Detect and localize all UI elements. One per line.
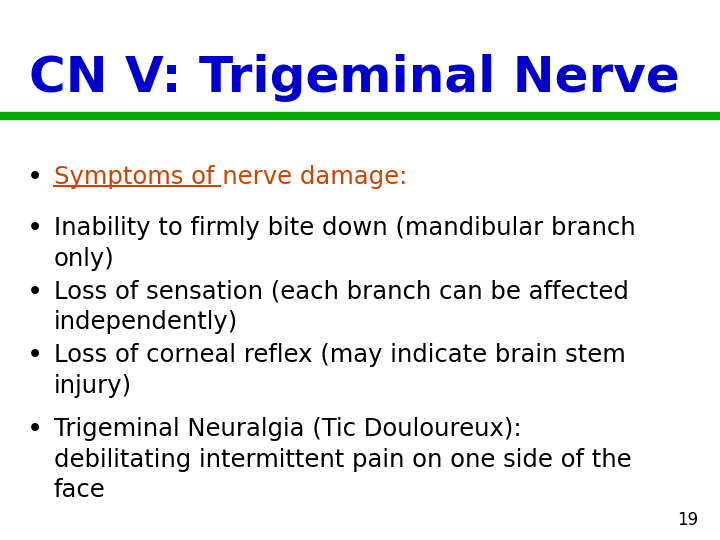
- Text: •: •: [27, 343, 42, 369]
- Text: •: •: [27, 280, 42, 306]
- Text: Inability to firmly bite down (mandibular branch
only): Inability to firmly bite down (mandibula…: [54, 216, 636, 271]
- Text: 19: 19: [678, 511, 698, 529]
- Text: •: •: [27, 216, 42, 242]
- Text: CN V: Trigeminal Nerve: CN V: Trigeminal Nerve: [29, 54, 680, 102]
- Text: Symptoms of nerve damage:: Symptoms of nerve damage:: [54, 165, 408, 188]
- Text: Trigeminal Neuralgia (Tic Douloureux):
debilitating intermittent pain on one sid: Trigeminal Neuralgia (Tic Douloureux): d…: [54, 417, 631, 502]
- Text: •: •: [27, 165, 42, 191]
- Text: •: •: [27, 417, 42, 443]
- Text: Loss of corneal reflex (may indicate brain stem
injury): Loss of corneal reflex (may indicate bra…: [54, 343, 626, 398]
- Text: Loss of sensation (each branch can be affected
independently): Loss of sensation (each branch can be af…: [54, 280, 629, 334]
